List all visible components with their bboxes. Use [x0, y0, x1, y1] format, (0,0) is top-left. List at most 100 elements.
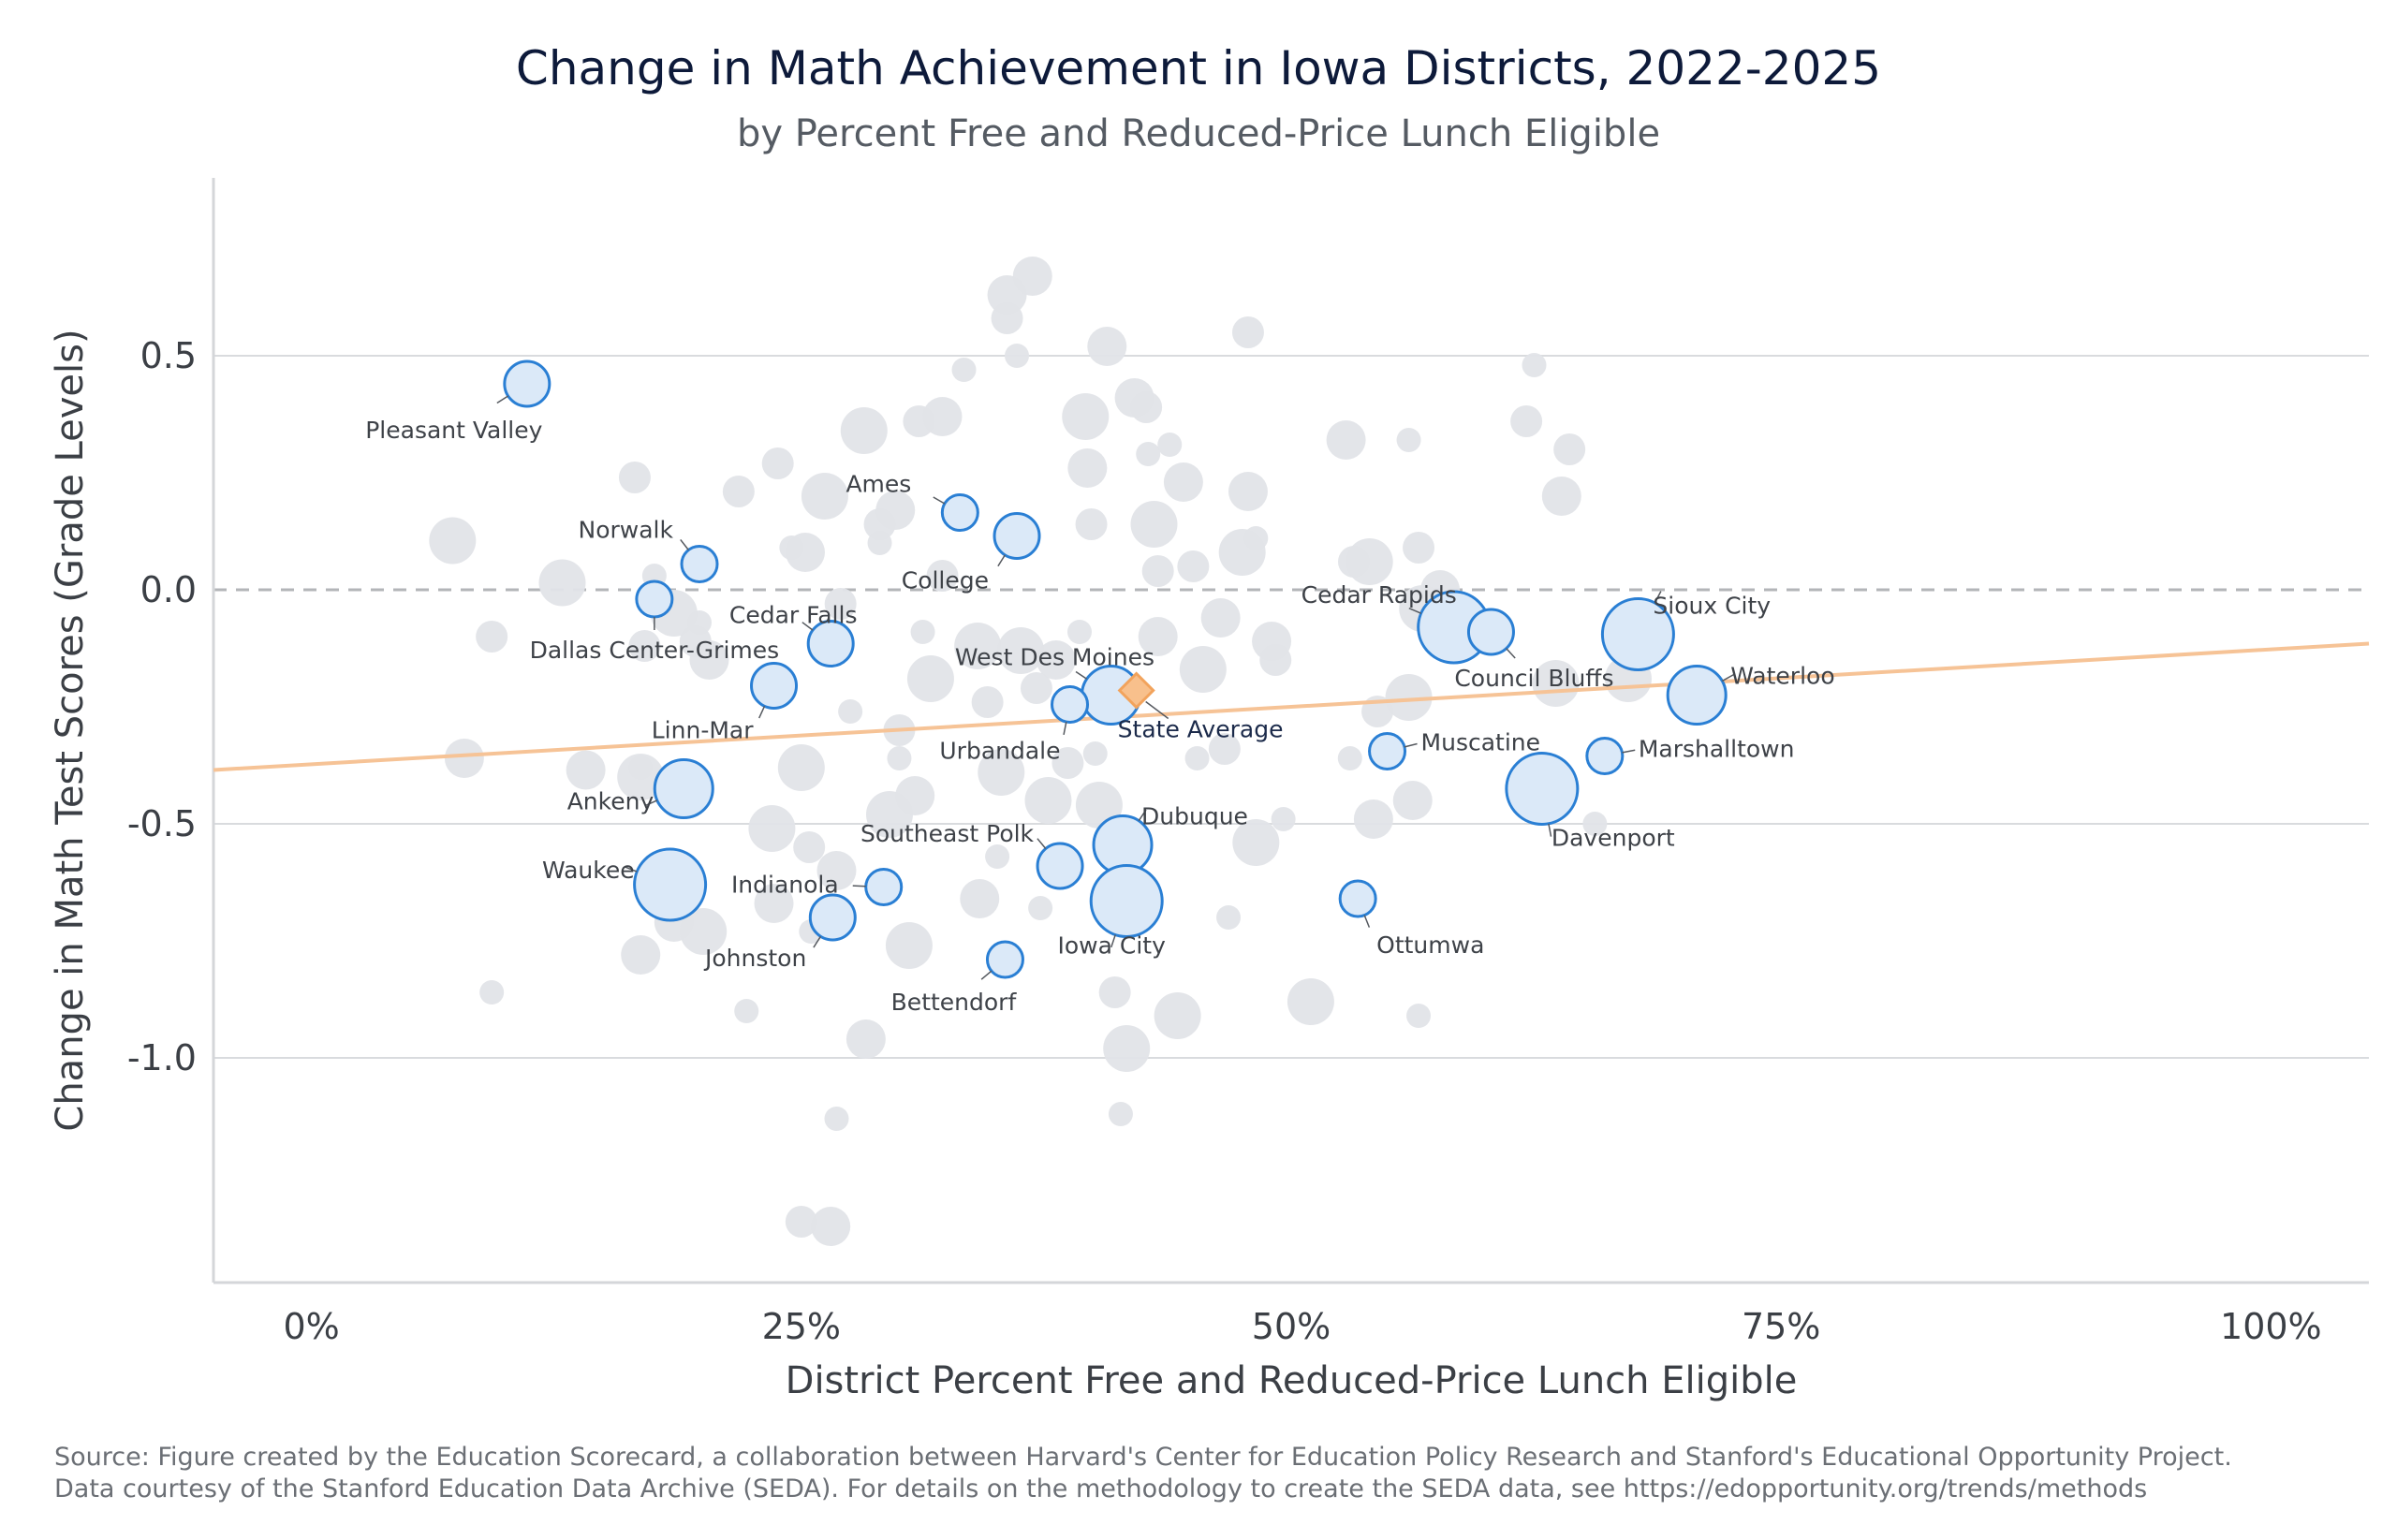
- district-point: [1337, 746, 1362, 770]
- district-point: [1406, 1004, 1432, 1028]
- district-point: [1184, 746, 1210, 770]
- district-point: [971, 686, 1004, 718]
- label-leader-line: [997, 554, 1006, 567]
- district-point: [867, 531, 892, 555]
- district-label: Iowa City: [1058, 932, 1167, 960]
- district-point: [1353, 799, 1393, 839]
- district-point: [1510, 405, 1543, 437]
- district-point: [1228, 472, 1268, 511]
- district-point: [1087, 327, 1127, 366]
- district-point: [838, 699, 863, 724]
- district-point: [722, 476, 755, 507]
- district-point: [1098, 976, 1131, 1008]
- highlighted-district-point: [1089, 864, 1164, 938]
- highlighted-district-point: [1585, 737, 1625, 775]
- x-tick-label: 25%: [762, 1306, 841, 1347]
- highlighted-district-point: [1368, 732, 1407, 770]
- district-point: [1130, 391, 1163, 423]
- district-point: [1232, 819, 1280, 866]
- district-point: [1103, 1025, 1151, 1072]
- highlighted-district-point: [1051, 685, 1090, 724]
- district-label: Ames: [846, 471, 911, 498]
- highlighted-district-point: [633, 847, 708, 922]
- district-point: [1392, 781, 1433, 820]
- district-label: Waterloo: [1730, 663, 1834, 690]
- district-point: [748, 805, 796, 852]
- district-point: [444, 739, 484, 778]
- district-point: [476, 621, 508, 653]
- footer-source-line: Source: Figure created by the Education …: [54, 1443, 2232, 1472]
- label-leader-line: [1548, 823, 1552, 837]
- district-label: Dubuque: [1141, 803, 1248, 830]
- district-point: [761, 447, 794, 479]
- district-point: [1582, 812, 1608, 836]
- district-label: Marshalltown: [1639, 736, 1795, 763]
- highlighted-district-point: [1505, 752, 1580, 826]
- y-tick-label: 0.0: [140, 569, 197, 610]
- district-point: [1326, 420, 1366, 460]
- district-point: [1005, 344, 1030, 368]
- district-point: [1208, 733, 1241, 765]
- state-average-label: State Average: [1118, 716, 1284, 743]
- district-point: [1024, 777, 1072, 824]
- district-point: [978, 749, 1025, 796]
- district-point: [1216, 905, 1242, 930]
- highlighted-district-point: [1338, 879, 1377, 918]
- label-leader-line: [1075, 670, 1088, 680]
- district-point: [617, 754, 665, 800]
- district-label: Dallas Center-Grimes: [530, 637, 780, 664]
- district-point: [1066, 620, 1092, 644]
- highlighted-district-point: [806, 620, 855, 667]
- label-leader-line: [813, 935, 822, 948]
- district-point: [960, 879, 1000, 918]
- district-point: [1012, 257, 1052, 296]
- district-label: Council Bluffs: [1454, 665, 1613, 692]
- label-leader-line: [1063, 721, 1067, 736]
- district-point: [793, 831, 826, 863]
- district-point: [689, 640, 729, 680]
- x-tick-label: 0%: [283, 1306, 339, 1347]
- district-label: Davenport: [1551, 825, 1675, 852]
- district-point: [1062, 393, 1110, 440]
- x-tick-label: 75%: [1742, 1306, 1820, 1347]
- highlighted-district-point: [1036, 842, 1084, 890]
- district-label: Waukee: [542, 857, 635, 884]
- district-label: Muscatine: [1421, 729, 1540, 756]
- label-leader-line: [1110, 934, 1116, 948]
- district-point: [1532, 660, 1580, 707]
- label-leader-line: [1622, 749, 1636, 754]
- label-leader-line: [852, 885, 866, 887]
- district-point: [1522, 353, 1547, 377]
- highlighted-district-point: [993, 512, 1041, 560]
- district-label: Ankeny: [567, 788, 654, 815]
- district-point: [846, 1019, 886, 1059]
- district-point: [1243, 526, 1269, 550]
- label-leader-line: [1404, 742, 1418, 748]
- district-point: [816, 851, 857, 890]
- district-point: [538, 559, 586, 607]
- highlighted-district-point: [1600, 597, 1675, 671]
- district-point: [824, 1107, 849, 1131]
- y-tick-label: -0.5: [127, 803, 197, 844]
- label-leader-line: [933, 496, 946, 505]
- district-point: [618, 462, 651, 493]
- label-leader-line: [1506, 648, 1516, 659]
- district-point: [1385, 674, 1433, 721]
- district-point: [1051, 747, 1084, 779]
- district-label: Sioux City: [1653, 593, 1771, 620]
- district-point: [1130, 501, 1178, 548]
- district-point: [1020, 672, 1052, 704]
- district-point: [777, 744, 825, 791]
- district-label: Johnston: [703, 945, 806, 972]
- district-point: [926, 560, 959, 592]
- highlighted-district-point: [503, 359, 551, 408]
- label-leader-line: [1037, 838, 1047, 849]
- district-point: [1108, 1102, 1133, 1126]
- highlighted-district-point: [940, 493, 979, 532]
- district-point: [1075, 508, 1108, 540]
- chart-title: Change in Math Achievement in Iowa Distr…: [515, 41, 1882, 95]
- district-point: [628, 630, 661, 662]
- district-label: Cedar Falls: [729, 602, 858, 629]
- district-point: [895, 776, 935, 815]
